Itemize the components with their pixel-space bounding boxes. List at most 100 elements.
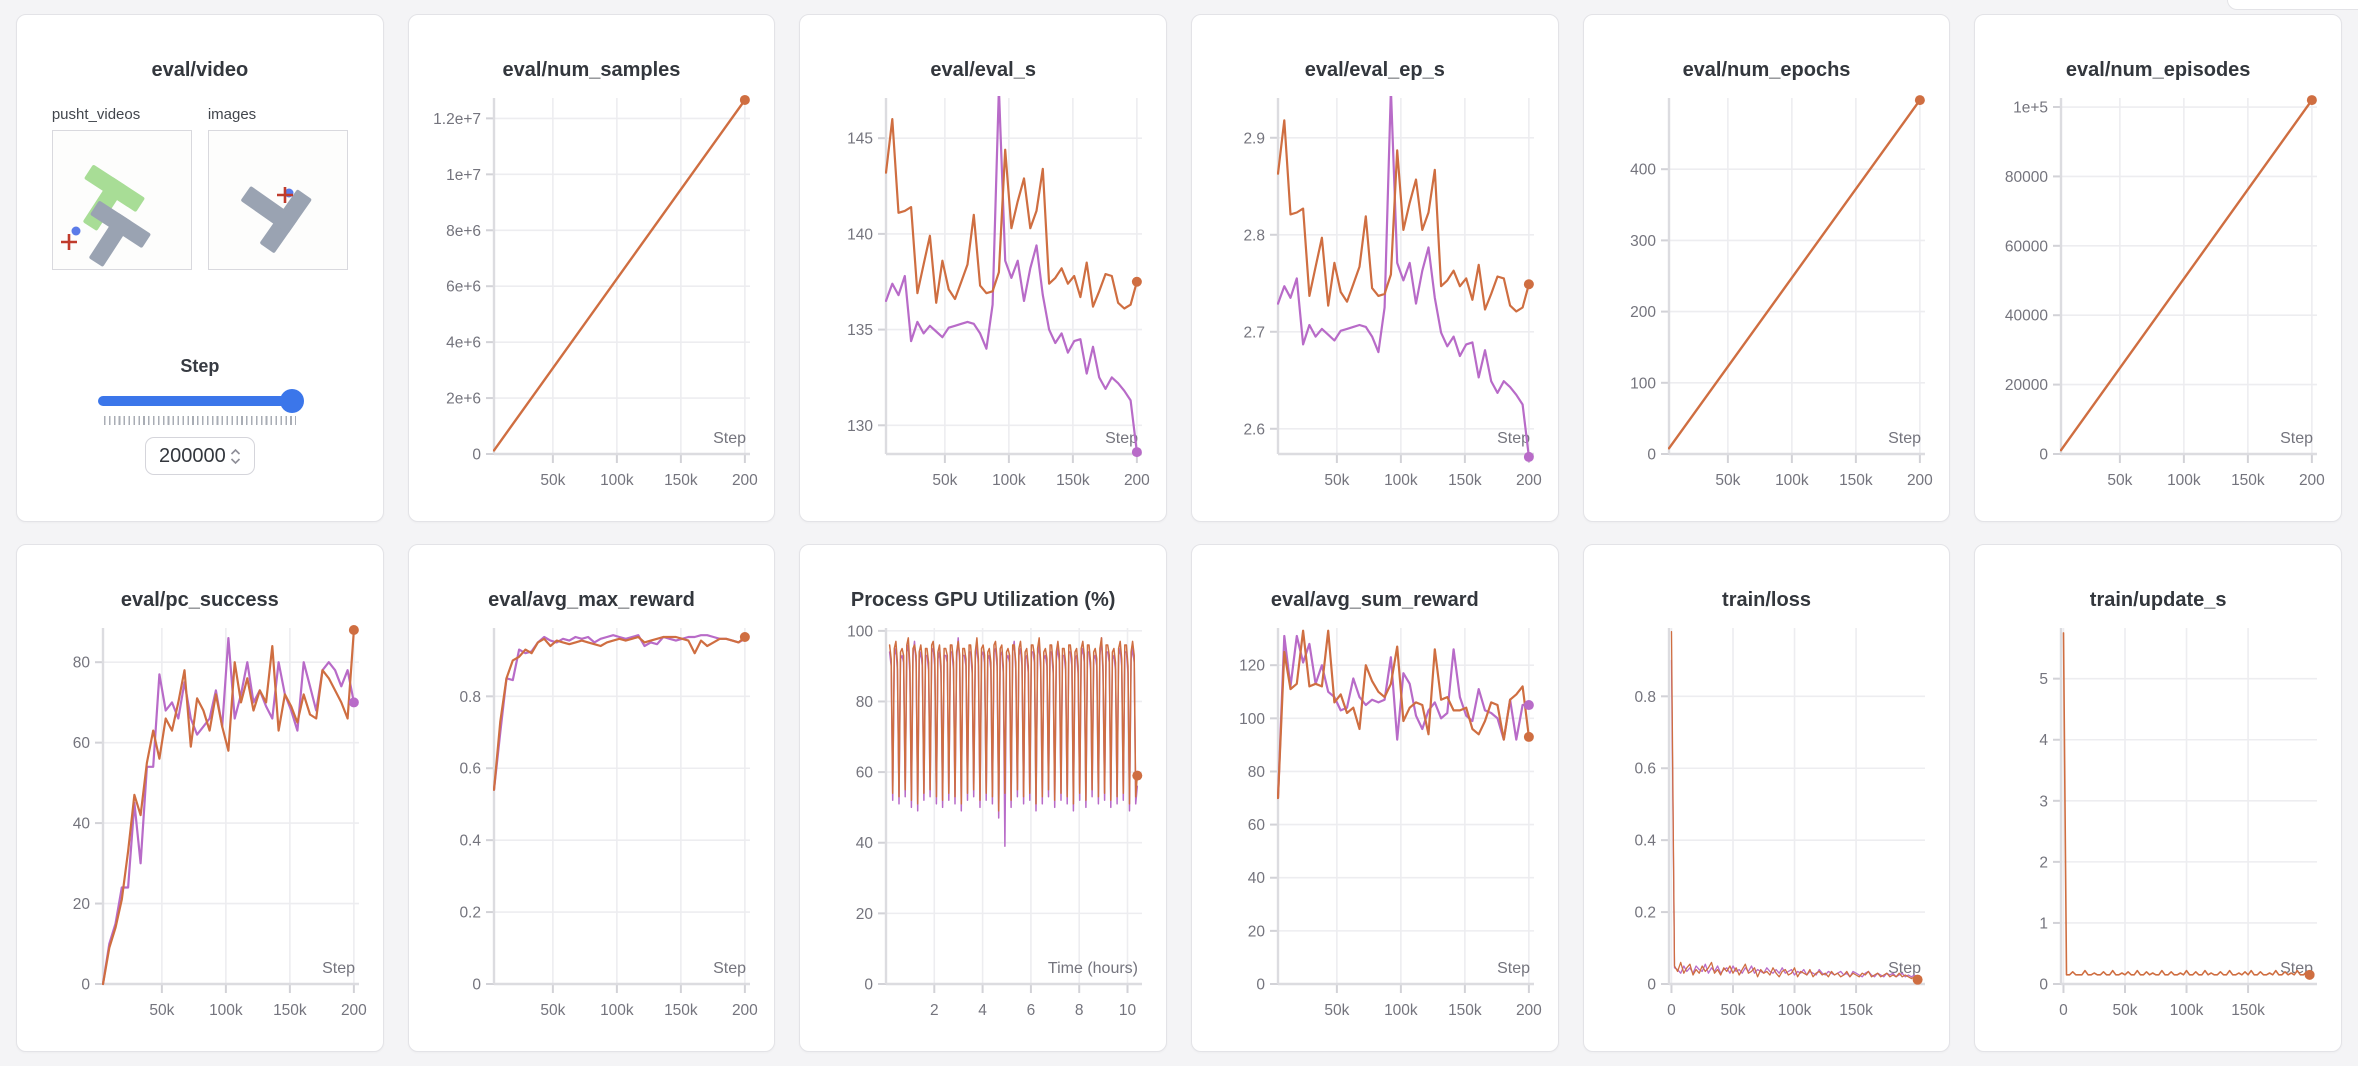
svg-text:80: 80 (1248, 764, 1266, 781)
svg-text:100k: 100k (601, 472, 635, 489)
svg-text:Step: Step (1497, 430, 1530, 447)
svg-text:0: 0 (1668, 1002, 1677, 1019)
panel-eval-avg-sum-reward[interactable]: eval/avg_sum_reward 0 20 40 60 80 100 120 50k 10… (1190, 544, 1559, 1052)
svg-text:0.2: 0.2 (460, 905, 482, 922)
svg-text:0.8: 0.8 (460, 689, 482, 706)
svg-text:0: 0 (865, 977, 874, 994)
panel-process-gpu-utilization[interactable]: Process GPU Utilization (%) 0 20 40 60 80 100… (799, 544, 1167, 1052)
svg-text:2: 2 (2040, 854, 2049, 871)
media-item-pusht-videos: pusht_videos (51, 106, 192, 270)
svg-text:100k: 100k (2167, 472, 2201, 489)
svg-text:100: 100 (1239, 711, 1265, 728)
video-thumbnail-images[interactable] (207, 130, 348, 270)
svg-text:145: 145 (847, 131, 873, 148)
svg-text:60: 60 (1248, 817, 1266, 834)
svg-text:Step: Step (1497, 960, 1530, 977)
slider-track[interactable] (97, 396, 302, 406)
panel-eval-num-epochs[interactable]: eval/num_epochs 0 100 200 300 400 50k 100k 150k… (1582, 14, 1951, 522)
svg-text:50k: 50k (149, 1002, 174, 1019)
panel-eval-avg-max-reward[interactable]: eval/avg_max_reward 0 0.2 0.4 0.6 0.8 50k 100k… (407, 544, 776, 1052)
svg-text:100k: 100k (992, 472, 1026, 489)
panel-title: eval/eval_ep_s (1304, 59, 1445, 81)
pusht-env-render (241, 186, 312, 253)
svg-text:150k: 150k (273, 1002, 307, 1019)
svg-text:0: 0 (2040, 977, 2049, 994)
svg-text:50k: 50k (2108, 472, 2133, 489)
panel-train-loss[interactable]: train/loss 0 0.2 0.4 0.6 0.8 0 50k 100k 150k Step (1582, 544, 1951, 1052)
panel-eval-video[interactable]: eval/video pusht_videos (16, 14, 384, 522)
chart-plot[interactable]: 0 0.2 0.4 0.6 0.8 0 50k 100k 150k Step (1593, 614, 1939, 1050)
svg-text:200: 200 (341, 1002, 367, 1019)
svg-text:200: 200 (1631, 304, 1657, 321)
svg-text:100k: 100k (209, 1002, 243, 1019)
svg-text:40: 40 (73, 816, 91, 833)
panel-title: Process GPU Utilization (%) (850, 589, 1116, 611)
chart-plot[interactable]: 130 135 140 145 50k 100k 150k 200 Step (810, 84, 1156, 520)
chevron-up-icon[interactable] (230, 448, 241, 456)
media-item-images: images (207, 106, 348, 270)
chart-plot[interactable]: 2.6 2.7 2.8 2.9 50k 100k 150k 200 Step (1202, 84, 1548, 520)
svg-text:0.6: 0.6 (460, 761, 482, 778)
svg-text:150k: 150k (1448, 472, 1482, 489)
panel-title: eval/eval_s (930, 59, 1036, 81)
chart-plot[interactable]: 0 0.2 0.4 0.6 0.8 50k 100k 150k 200 Step (418, 614, 764, 1050)
svg-text:50k: 50k (541, 472, 566, 489)
svg-text:Step: Step (1889, 430, 1922, 447)
panel-eval-eval-s[interactable]: eval/eval_s 130 135 140 145 50k 100k 150k 200 St… (799, 14, 1167, 522)
step-input[interactable]: 200000 (144, 437, 255, 475)
svg-text:1: 1 (2040, 915, 2049, 932)
svg-text:6e+6: 6e+6 (447, 279, 482, 296)
chart-plot[interactable]: 0 20000 40000 60000 80000 1e+5 50k 100k 150k 200 S… (1985, 84, 2331, 520)
panel-title: eval/avg_max_reward (488, 589, 695, 611)
svg-text:140: 140 (847, 226, 873, 243)
panel-title: eval/pc_success (120, 589, 279, 611)
svg-text:150k: 150k (2231, 1002, 2265, 1019)
svg-text:100k: 100k (1384, 1002, 1418, 1019)
svg-text:0.4: 0.4 (1635, 833, 1657, 850)
panel-eval-num-episodes[interactable]: eval/num_episodes 0 20000 40000 60000 80000 1… (1974, 14, 2342, 522)
svg-text:5: 5 (2040, 671, 2049, 688)
svg-text:80: 80 (73, 655, 91, 672)
step-slider[interactable] (97, 389, 304, 413)
chart-plot[interactable]: 0 100 200 300 400 50k 100k 150k 200 Step (1593, 84, 1939, 520)
svg-text:4e+6: 4e+6 (447, 335, 482, 352)
panel-title: eval/num_episodes (2065, 59, 2251, 81)
svg-text:0: 0 (2040, 447, 2049, 464)
stepper-buttons[interactable] (230, 448, 241, 465)
svg-text:40: 40 (856, 835, 874, 852)
svg-text:1.2e+7: 1.2e+7 (434, 111, 482, 128)
panel-eval-num-samples[interactable]: eval/num_samples 0 2e+6 4e+6 6e+6 8e+6 1e+7 1.… (407, 14, 776, 522)
svg-text:100: 100 (847, 623, 873, 640)
svg-text:0: 0 (1648, 977, 1657, 994)
chart-plot[interactable]: 0 20 40 60 80 100 2 4 6 8 10 Time (hours) (810, 614, 1156, 1050)
svg-text:100k: 100k (1778, 1002, 1812, 1019)
chevron-down-icon[interactable] (230, 457, 241, 465)
agent-dot (71, 226, 81, 236)
goal-cross (60, 234, 77, 250)
svg-text:100k: 100k (1384, 472, 1418, 489)
chart-plot[interactable]: 0 2e+6 4e+6 6e+6 8e+6 1e+7 1.2e+7 50k 100k 150k 20… (418, 84, 764, 520)
svg-text:150k: 150k (1448, 1002, 1482, 1019)
svg-text:Step: Step (714, 430, 747, 447)
panel-eval-pc-success[interactable]: eval/pc_success 0 20 40 60 80 50k 100k 150k 200 S… (16, 544, 384, 1052)
svg-text:50k: 50k (1721, 1002, 1746, 1019)
svg-text:150k: 150k (1840, 1002, 1874, 1019)
svg-text:0: 0 (1256, 977, 1265, 994)
panel-train-update-s[interactable]: train/update_s 0 1 2 3 4 5 0 50k 100k 150k Step (1974, 544, 2342, 1052)
chart-plot[interactable]: 0 20 40 60 80 50k 100k 150k 200 Step (27, 614, 373, 1050)
svg-text:200: 200 (732, 472, 758, 489)
video-thumbnail-pusht-videos[interactable] (51, 130, 192, 270)
panel-title: train/update_s (2089, 589, 2227, 611)
svg-text:20: 20 (1248, 923, 1266, 940)
partial-panel-edge (2227, 0, 2358, 10)
svg-text:1e+7: 1e+7 (447, 167, 482, 184)
slider-thumb[interactable] (279, 389, 304, 413)
svg-text:0: 0 (473, 447, 482, 464)
svg-text:40000: 40000 (2005, 308, 2048, 325)
svg-text:60: 60 (856, 765, 874, 782)
chart-plot[interactable]: 0 20 40 60 80 100 120 50k 100k 150k 200 Step (1202, 614, 1548, 1050)
svg-text:Step: Step (1105, 430, 1138, 447)
panel-eval-eval-ep-s[interactable]: eval/eval_ep_s 2.6 2.7 2.8 2.9 50k 100k 150k 20… (1190, 14, 1559, 522)
